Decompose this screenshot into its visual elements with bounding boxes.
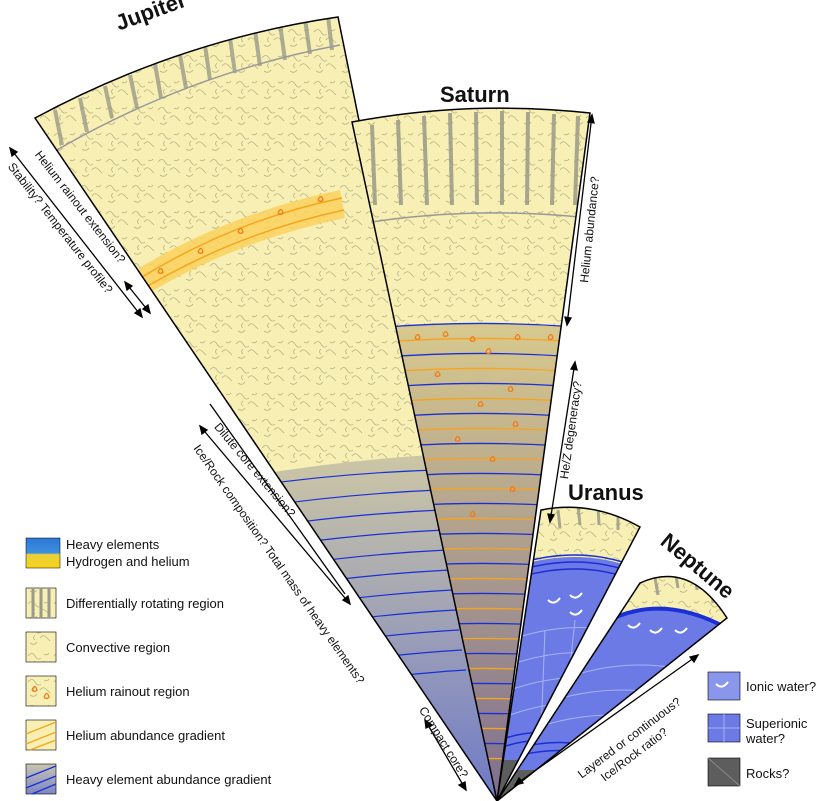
planet-label-uranus: Uranus (568, 480, 644, 505)
convective-swatch (25, 631, 57, 663)
legend-helium-rainout: Helium rainout region (66, 684, 190, 699)
legend-heavy-gradient: Heavy element abundance gradient (66, 772, 272, 787)
ionic-water-swatch (707, 671, 741, 701)
legend-helium-gradient: Helium abundance gradient (66, 728, 225, 743)
helium-rainout-swatch (25, 675, 57, 707)
legend-hydrogen-helium: Hydrogen and helium (66, 554, 190, 569)
legend-rocks: Rocks? (746, 766, 790, 781)
helium-gradient-swatch (25, 719, 57, 751)
rocks-swatch (707, 757, 741, 787)
planet-label-saturn: Saturn (440, 82, 510, 107)
annotation-arrows (8, 113, 700, 792)
legend-convective: Convective region (66, 640, 171, 655)
heavy-elements-swatch (25, 537, 61, 569)
diff-rotating-swatch (25, 587, 57, 619)
heavy-gradient-swatch (25, 763, 57, 795)
superionic-water-swatch (707, 713, 741, 743)
legend-ionic-water: Ionic water? (746, 679, 817, 694)
legend-icons (25, 537, 741, 795)
legend-heavy-elements: Heavy elements (66, 537, 160, 552)
legend-superionic-water: Superionic water? (746, 716, 808, 746)
legend-diff-rotating: Differentially rotating region (66, 596, 225, 611)
